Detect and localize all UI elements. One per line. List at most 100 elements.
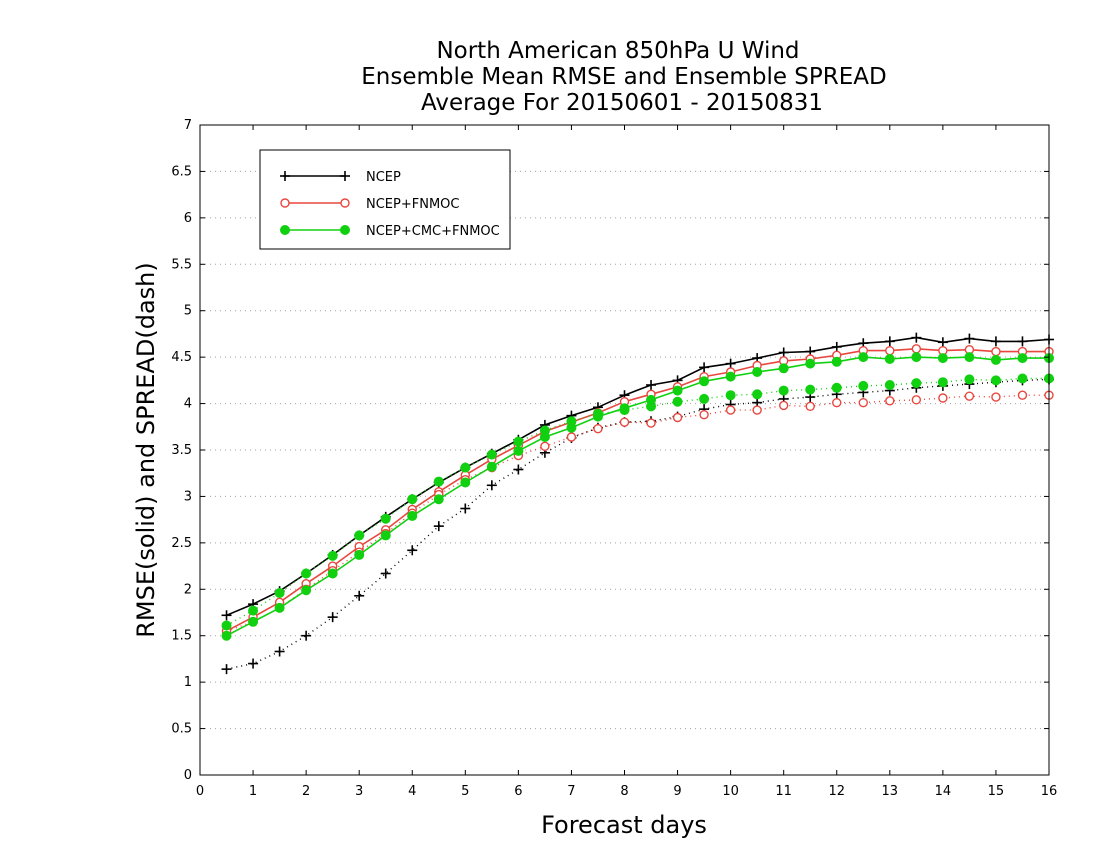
- series-2-spread-point-9: [460, 462, 471, 473]
- series-1-spread-point-12: [540, 441, 550, 451]
- series-0-spread-point-7: [407, 545, 418, 556]
- series-2-spread-point-3: [301, 568, 312, 579]
- legend-marker-end-0: [340, 171, 350, 181]
- series-2-spread-point-5: [354, 530, 365, 541]
- series-0-spread-point-4: [327, 612, 338, 623]
- series-2-spread-point-30: [1017, 373, 1028, 384]
- series-2-rmse-point-9: [460, 477, 471, 488]
- y-tick-label-4: 2: [184, 582, 192, 597]
- series-0: [221, 332, 1054, 675]
- series-0-rmse-point-21: [778, 347, 789, 358]
- title-line-2: Ensemble Mean RMSE and Ensemble SPREAD: [361, 64, 886, 90]
- series-1-spread-point-16: [646, 418, 656, 428]
- series-1-spread-point-23: [832, 397, 842, 408]
- legend-marker-start-1: [280, 198, 290, 208]
- series-2-spread-point-11: [513, 436, 524, 447]
- series-1-rmse-point-26: [911, 344, 922, 354]
- series-2-rmse-point-2: [274, 602, 285, 613]
- chart-title: North American 850hPa U Wind Ensemble Me…: [361, 38, 886, 116]
- series-2-rmse-point-28: [964, 352, 975, 363]
- x-tick-label-13: 13: [882, 784, 899, 799]
- series-0-spread-point-2: [274, 646, 285, 657]
- series-2-spread-point-13: [566, 416, 577, 427]
- legend-entry-0: NCEP: [280, 170, 401, 185]
- series-1: [221, 344, 1054, 636]
- series-0-rmse-point-27: [937, 337, 948, 348]
- x-tick-label-4: 4: [408, 784, 416, 799]
- y-tick-label-13: 6.5: [171, 164, 192, 179]
- series-2-rmse-point-8: [433, 494, 444, 505]
- series-2-spread-line: [226, 377, 1049, 627]
- series-2-rmse-point-27: [937, 353, 948, 364]
- series-2-rmse-point-26: [911, 352, 922, 363]
- y-tick-label-12: 6: [184, 211, 192, 226]
- x-tick-label-12: 12: [828, 784, 845, 799]
- series-2-spread-point-8: [433, 476, 444, 487]
- series-0-spread-point-3: [301, 630, 312, 641]
- series-1-spread-point-30: [1017, 390, 1028, 400]
- series-1-spread-point-20: [752, 405, 762, 415]
- series-2-spread-point-10: [486, 449, 497, 460]
- series-2-rmse-point-30: [1017, 353, 1028, 364]
- y-axis: 0 0.5 1 1.5 2 2.5 3 3.5 4 4.5 5 5.5 6 6.5 7: [171, 118, 1049, 783]
- y-tick-label-3: 1.5: [171, 629, 192, 644]
- legend-marker-start-2: [280, 225, 290, 235]
- y-tick-label-2: 1: [184, 675, 192, 690]
- series-0-rmse-line: [226, 336, 1050, 617]
- series-1-rmse-point-25: [885, 345, 895, 356]
- series-1-spread-point-19: [725, 405, 736, 415]
- legend-entry-1: NCEP+FNMOC: [280, 197, 459, 212]
- series-2-spread-point-17: [672, 396, 683, 407]
- y-tick-label-5: 2.5: [171, 536, 192, 551]
- y-tick-label-1: 0.5: [171, 722, 192, 737]
- series-2-spread-point-29: [990, 375, 1001, 386]
- series-1-spread-point-24: [858, 397, 868, 408]
- x-tick-label-9: 9: [673, 784, 681, 799]
- series-2-rmse-point-4: [327, 568, 338, 579]
- series-0-spread-point-9: [460, 503, 471, 514]
- series-2-rmse-point-19: [725, 371, 736, 382]
- series-1-spread-point-21: [778, 400, 789, 411]
- series-2-spread-point-20: [752, 389, 763, 400]
- series-0-rmse-point-16: [646, 380, 657, 390]
- series-1-spread-point-17: [672, 412, 683, 423]
- series-1-spread-point-26: [911, 395, 922, 405]
- legend-box: [259, 149, 511, 250]
- series-2-spread-point-24: [858, 380, 869, 391]
- series-2-spread-point-6: [380, 513, 391, 524]
- series-2-rmse-point-7: [407, 510, 418, 521]
- series-2-rmse-point-22: [805, 358, 816, 369]
- series-2-spread-point-2: [274, 588, 285, 598]
- series-1-spread-point-27: [938, 393, 948, 403]
- y-tick-label-9: 4.5: [171, 350, 192, 365]
- series-0-spread-point-11: [513, 464, 524, 475]
- series-2-spread-point-0: [221, 620, 232, 631]
- y-tick-label-6: 3: [184, 489, 192, 504]
- series-0-rmse-point-0: [221, 610, 232, 621]
- x-tick-label-3: 3: [355, 784, 363, 799]
- y-tick-label-10: 5: [184, 304, 192, 319]
- series-1-spread-point-14: [593, 423, 603, 434]
- x-tick-label-8: 8: [620, 784, 628, 799]
- y-tick-label-14: 7: [184, 118, 192, 133]
- series-0-rmse-point-23: [831, 341, 842, 352]
- series-2-spread-point-16: [646, 401, 657, 412]
- series-1-spread-point-25: [885, 396, 895, 406]
- series-2-rmse-point-11: [513, 445, 524, 456]
- series-0-spread-point-0: [221, 664, 232, 675]
- series-1-spread-point-22: [805, 401, 815, 412]
- series-1-spread-point-13: [566, 432, 577, 442]
- series-2-spread-point-15: [619, 405, 630, 416]
- series-0-rmse-point-25: [884, 336, 895, 347]
- x-tick-label-5: 5: [461, 784, 469, 799]
- legend-marker-end-1: [340, 198, 350, 208]
- series-2-spread-point-26: [911, 378, 922, 389]
- title-line-3: Average For 20150601 - 20150831: [421, 90, 823, 116]
- legend-label-2: NCEP+CMC+FNMOC: [366, 224, 500, 239]
- x-tick-label-2: 2: [302, 784, 310, 799]
- series-0-rmse-point-30: [1017, 336, 1028, 347]
- series-2-rmse-point-29: [990, 354, 1001, 365]
- y-tick-label-11: 5.5: [171, 257, 192, 272]
- gridlines: [200, 170, 1049, 730]
